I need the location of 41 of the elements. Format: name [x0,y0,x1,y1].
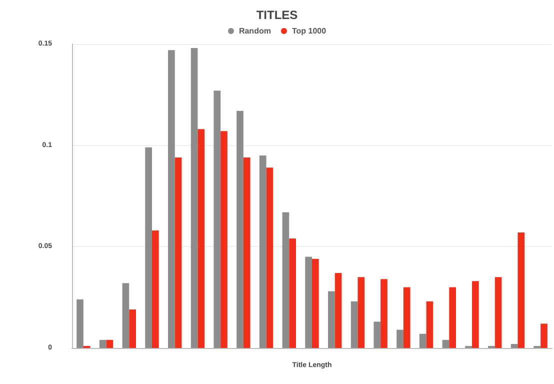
bar [540,324,548,348]
bar [190,48,198,348]
bar [305,256,312,348]
bar [396,330,404,348]
legend-label: Random [238,26,271,36]
chart-title: TITLES [256,8,298,22]
bar [358,277,365,348]
bar [106,340,114,348]
bar [99,340,106,348]
bar [198,129,205,348]
legend-label: Top 1000 [292,26,327,36]
bar [243,157,250,348]
bar [152,230,159,348]
bar [282,212,290,348]
bar [220,131,228,348]
bar [236,110,244,348]
bar [518,232,525,348]
bar [328,291,335,348]
bar [214,90,221,348]
bar [129,309,136,348]
bar [510,344,518,348]
bar [289,238,296,348]
bar [76,299,84,348]
bar [168,50,175,348]
bar [419,334,426,348]
bar [122,283,130,348]
bar [145,147,152,348]
bar [380,279,388,348]
bar [494,277,502,348]
bar [174,157,182,348]
bar [312,258,319,348]
bar [266,168,274,348]
bar [374,322,381,348]
bar [442,340,450,348]
bar [334,273,342,348]
bar [350,301,358,348]
bar [472,281,479,348]
bar [403,287,410,348]
bar [426,301,434,348]
bar [259,155,266,348]
bar [449,287,456,348]
